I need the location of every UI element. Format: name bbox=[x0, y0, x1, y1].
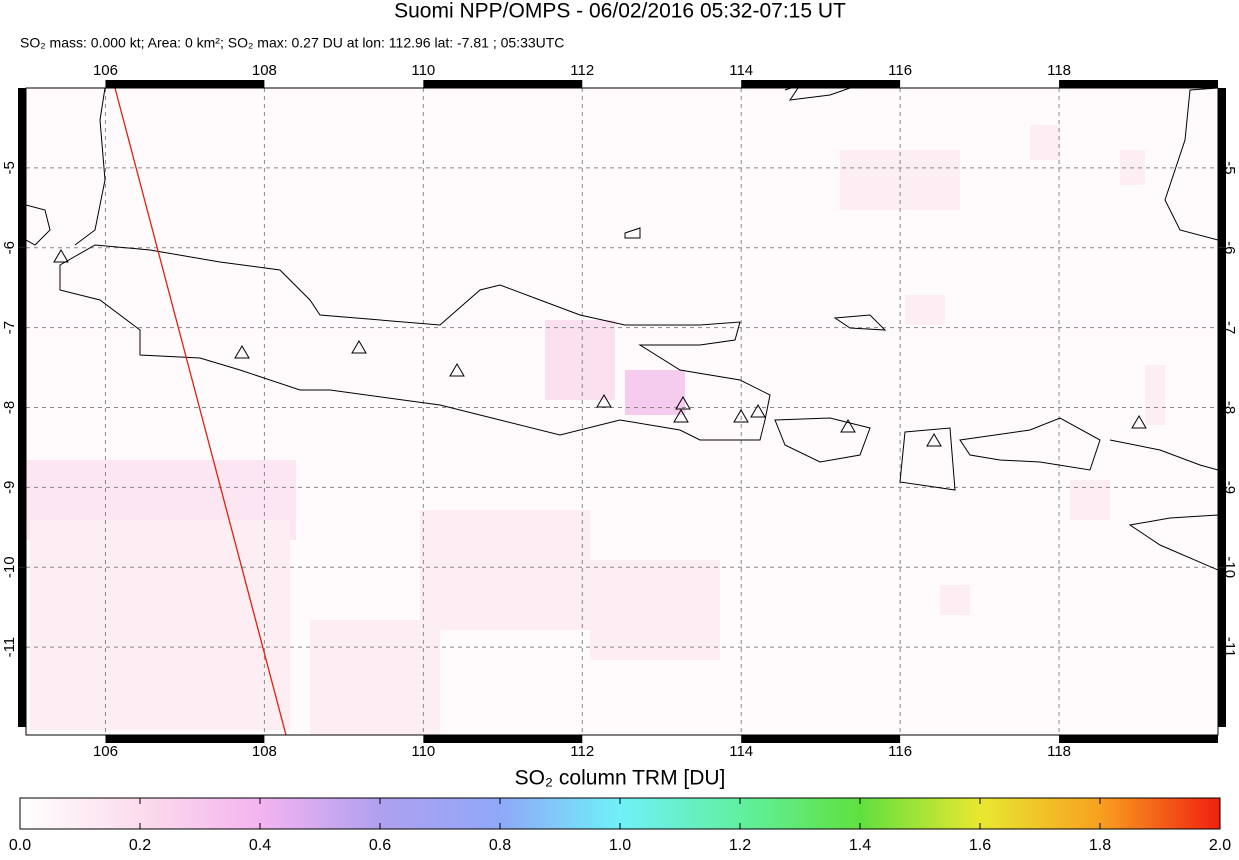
frame-segment bbox=[741, 80, 901, 88]
colorbar-tick-label: 1.4 bbox=[849, 837, 871, 854]
y-tick-label: -9 bbox=[1221, 481, 1238, 494]
y-tick-label: -5 bbox=[1, 161, 18, 174]
subtitle: SO₂ mass: 0.000 kt; Area: 0 km²; SO₂ max… bbox=[20, 35, 564, 51]
map-frame bbox=[18, 80, 1226, 743]
colorbar-tick-label: 1.6 bbox=[969, 837, 991, 854]
grid bbox=[26, 88, 1218, 735]
x-tick-label: 114 bbox=[729, 743, 753, 760]
colorbar-label: SO₂ column TRM [DU] bbox=[515, 767, 726, 790]
x-tick-label: 110 bbox=[411, 743, 435, 760]
y-tick-label: -6 bbox=[1221, 241, 1238, 254]
colorbar-tick-label: 1.0 bbox=[609, 837, 631, 854]
y-tick-label: -10 bbox=[1, 556, 18, 578]
y-tick-label: -7 bbox=[1221, 321, 1238, 334]
colorbar-tick-label: 0.8 bbox=[489, 837, 511, 854]
x-tick-label: 106 bbox=[93, 62, 118, 79]
frame-segment bbox=[1059, 80, 1218, 88]
y-tick-label: -5 bbox=[1221, 161, 1238, 174]
frame-segment bbox=[423, 80, 583, 88]
frame-segment bbox=[105, 735, 265, 743]
frame-segment bbox=[18, 88, 26, 248]
x-tick-label: 108 bbox=[252, 743, 277, 760]
frame-segment bbox=[1218, 407, 1226, 568]
colorbar-tick-label: 0.0 bbox=[9, 837, 31, 854]
frame-segment bbox=[741, 735, 901, 743]
frame-segment bbox=[18, 407, 26, 568]
colorbar-tick-label: 1.2 bbox=[729, 837, 751, 854]
y-tick-label: -8 bbox=[1, 401, 18, 414]
x-tick-label: 114 bbox=[729, 62, 753, 79]
frame-segment bbox=[18, 247, 26, 408]
frame-segment bbox=[1218, 247, 1226, 408]
frame-segment bbox=[423, 735, 583, 743]
colorbar-tick-label: 0.4 bbox=[249, 837, 271, 854]
y-tick-label: -6 bbox=[1, 241, 18, 254]
x-tick-label: 118 bbox=[1047, 62, 1071, 79]
y-tick-label: -11 bbox=[1, 637, 18, 658]
y-tick-label: -9 bbox=[1, 481, 18, 494]
x-tick-label: 112 bbox=[570, 743, 594, 760]
frame-segment bbox=[1059, 735, 1218, 743]
colorbar-tick-label: 2.0 bbox=[1209, 837, 1231, 854]
satellite-track bbox=[114, 88, 287, 735]
colorbar-tick-label: 1.8 bbox=[1089, 837, 1111, 854]
x-tick-label: 118 bbox=[1047, 743, 1071, 760]
frame-segment bbox=[105, 80, 265, 88]
title: Suomi NPP/OMPS - 06/02/2016 05:32-07:15 … bbox=[394, 0, 846, 23]
map-border bbox=[25, 87, 1219, 736]
x-tick-label: 116 bbox=[888, 743, 912, 760]
y-tick-label: -8 bbox=[1221, 401, 1238, 414]
x-tick-label: 116 bbox=[888, 62, 912, 79]
y-tick-label: -10 bbox=[1221, 556, 1238, 578]
y-tick-label: -11 bbox=[1221, 637, 1238, 658]
x-tick-label: 106 bbox=[93, 743, 118, 760]
volcanoes bbox=[53, 249, 1147, 447]
so2-patches bbox=[26, 125, 1165, 735]
x-tick-label: 112 bbox=[570, 62, 594, 79]
coastlines bbox=[26, 88, 1218, 571]
frame-segment bbox=[1218, 567, 1226, 728]
x-tick-label: 110 bbox=[411, 62, 435, 79]
colorbar-ticks: 0.0 0.2 0.4 0.6 0.8 1.0 1.2 1.4 1.6 1.8 2.0 bbox=[9, 798, 1231, 854]
colorbar-tick-label: 0.2 bbox=[129, 837, 151, 854]
frame-segment bbox=[1218, 88, 1226, 248]
colorbar-tick-label: 0.6 bbox=[369, 837, 391, 854]
map-area bbox=[26, 88, 1218, 735]
x-tick-label: 108 bbox=[252, 62, 277, 79]
y-tick-label: -7 bbox=[1, 321, 18, 334]
frame-segment bbox=[18, 567, 26, 728]
